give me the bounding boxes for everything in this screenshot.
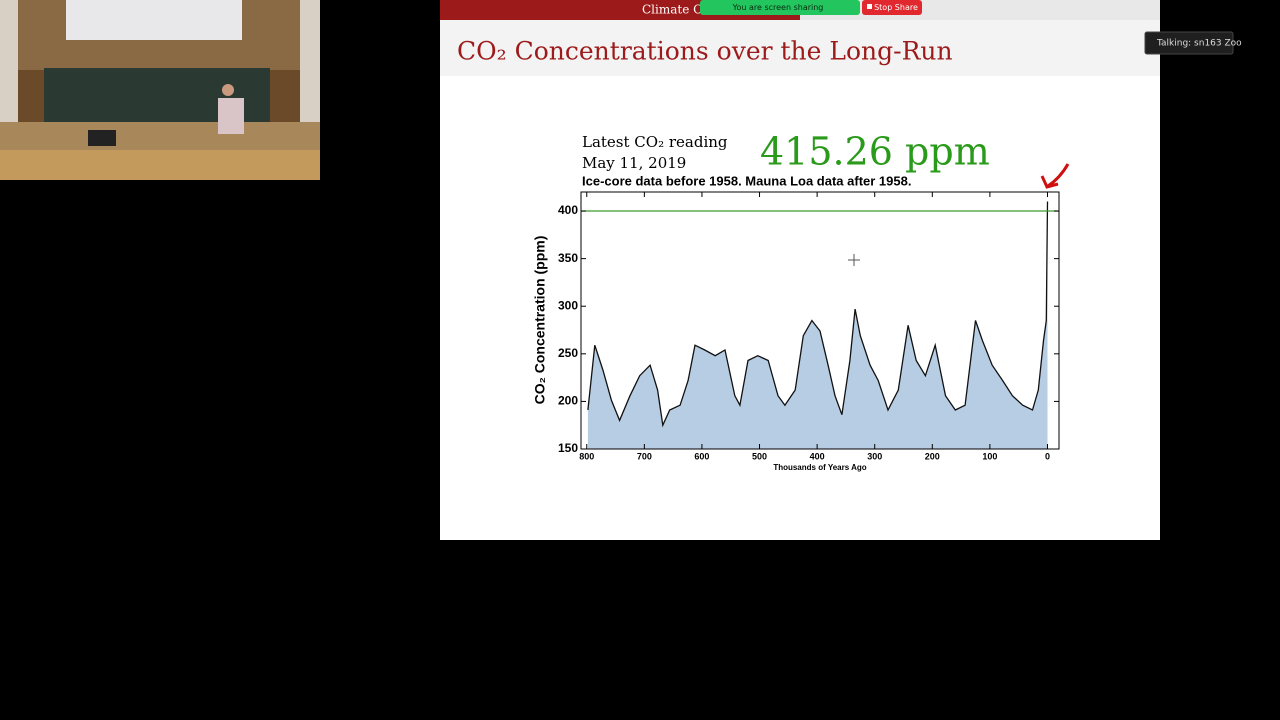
area [587,201,1048,449]
x-tick-label: 800 [579,451,594,461]
x-axis-label: Thousands of Years Ago [773,463,866,472]
y-tick-label: 200 [558,394,578,408]
y-tick-label: 400 [558,203,578,217]
x-tick-label: 100 [982,451,997,461]
x-tick-label: 400 [810,451,825,461]
plot: 150 200 250 300 350 400 800 700 600 500 400 300 200 1… [558,191,1060,461]
talking-indicator [1144,31,1234,55]
chart-subtitle: Ice-core data before 1958. Mauna Loa dat… [582,173,911,188]
x-tick-label: 500 [752,451,767,461]
slide-header: Climate C [642,3,702,17]
sharing-notice: You are screen sharing [732,3,824,12]
slide-title-band [440,20,1160,76]
line [587,201,1049,428]
x-tick-label: 200 [925,451,940,461]
talking-label: Talking: sn163 Zoo [1156,39,1242,49]
plot-frame [580,191,1060,450]
x-tick-label: 700 [637,451,652,461]
y-tick-label: 300 [558,298,578,312]
sharing-banner [700,0,860,15]
latest-label: Latest CO₂ reading [582,133,728,151]
stop-share-label[interactable]: Stop Share [874,3,918,12]
y-tick-label: 250 [558,346,578,360]
slide-title: CO₂ Concentrations over the Long-Run [457,37,953,66]
latest-value: 415.26 ppm [760,130,990,174]
y-tick-label: 150 [558,441,578,455]
stop-icon [867,4,872,9]
latest-date: May 11, 2019 [582,154,686,172]
webcam-video [0,0,320,180]
red-arrow [1040,163,1070,189]
cursor [848,254,860,266]
stop-share-button[interactable] [862,0,922,15]
y-axis-label: CO₂ Concentration (ppm) [532,236,548,405]
x-tick-label: 0 [1045,451,1050,461]
y-tick-label: 350 [558,251,578,265]
x-tick-label: 300 [867,451,882,461]
slide [440,0,1160,540]
x-tick-label: 600 [694,451,709,461]
